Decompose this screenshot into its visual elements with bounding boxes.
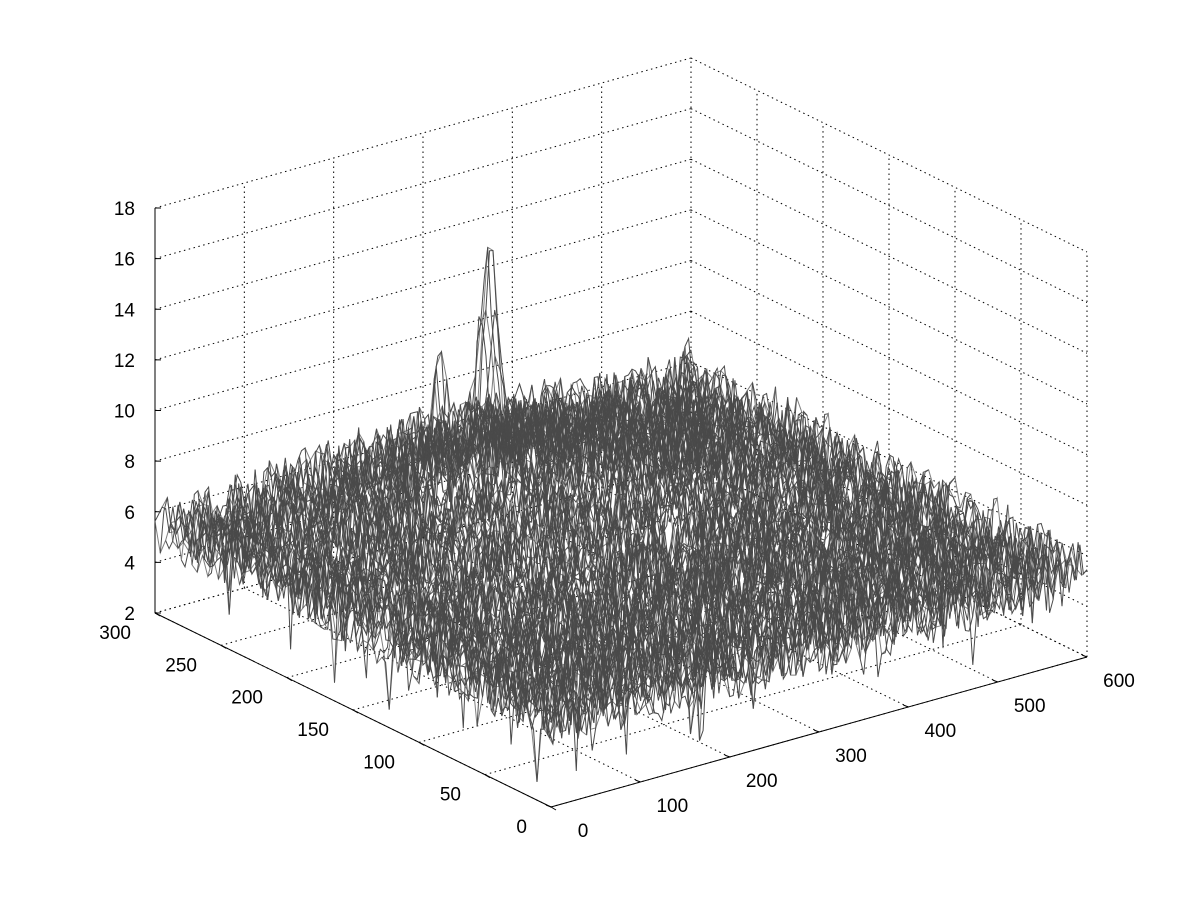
x-tick [992,679,998,683]
x-tick-label: 600 [1103,671,1135,692]
y-tick-label: 250 [165,655,197,676]
surface-column-line [290,458,688,699]
z-tick-label: 16 [114,250,135,271]
y-tick [484,774,491,779]
y-tick [220,644,227,649]
z-tick-label: 8 [124,452,135,473]
axis-layer [154,207,1088,811]
surface-column-line [397,246,795,674]
surface-column-line [547,386,945,637]
surface-column-line [511,394,909,635]
surface-column-line [211,504,609,733]
y-tick [418,741,425,746]
x-tick-label: 500 [1014,696,1046,717]
x-tick [545,804,552,808]
x-tick-label: 100 [656,796,688,817]
surface-column-line [326,444,723,689]
surface-column-line [240,482,638,730]
surface-column-line [483,393,881,629]
y-tick-label: 50 [440,785,461,806]
surface-row-line [545,542,1083,751]
surface-column-line [261,467,659,715]
surface-column-line [519,383,916,622]
surface-column-line [368,402,766,690]
surface-layer [154,246,1088,783]
surface-column-line [497,402,895,643]
surface-column-line [411,411,809,677]
surface-column-line [154,514,552,727]
grid-line-z-side-wall [690,209,1088,405]
surface-column-line [540,384,938,638]
x-tick-label: 300 [835,746,867,767]
surface-column-line [561,388,959,623]
surface-column-line [654,366,1052,593]
tick-label-layer: 0100200300400500600050100150200250300246… [99,199,1135,842]
surface-column-line [426,404,824,674]
grid-line-z-side-wall [690,310,1088,506]
surface-column-line [276,463,673,701]
y-tick-label: 200 [231,688,263,709]
surface-column-line [683,358,1081,624]
surface-column-line [197,489,595,739]
surface-column-line [304,447,702,735]
z-tick-label: 6 [124,503,135,524]
z-tick-label: 12 [114,351,135,372]
z-tick-label: 14 [114,300,136,321]
grid-line-z-back-wall [154,57,692,209]
surface-column-line [268,460,666,703]
surface-column-line [690,349,1088,588]
surface-column-line [190,504,588,736]
surface-column-line [590,380,988,618]
y-tick [286,677,293,682]
grid-line-z-side-wall [690,260,1088,455]
x-tick [1081,654,1088,658]
x-tick [724,754,730,758]
surface-row-line [508,522,1046,722]
grid-line-z-side-wall [690,57,1088,253]
y-tick-label: 300 [99,623,131,644]
grid-line-z-back-wall [154,108,692,260]
y-tick [352,709,359,714]
surface-row-line [323,422,861,652]
x-tick-label: 400 [924,721,956,742]
grid-line-z-side-wall [690,158,1088,354]
grid-line-x-floor [244,587,641,783]
surface-column-line [504,397,902,635]
z-tick-label: 2 [124,604,135,625]
y-tick-label: 0 [516,817,527,838]
x-tick [903,704,909,708]
grid-line-z-side-wall [690,108,1088,304]
x-tick [635,779,641,783]
x-tick-label: 0 [578,821,589,842]
surface-row-line [550,544,1088,739]
surface-row-line [529,543,1067,783]
surface-column-line [390,307,788,677]
x-tick-label: 200 [746,771,778,792]
surface-column-line [311,451,709,695]
z-tick-label: 4 [124,553,135,574]
x-tick [813,729,820,733]
z-tick-label: 10 [114,402,135,423]
z-tick-label: 18 [114,199,135,220]
surface-column-line [383,412,781,709]
y-tick [550,806,557,811]
surface-column-line [404,355,802,676]
surface-column-line [183,508,581,735]
y-tick-label: 100 [363,752,395,773]
surface-column-line [612,388,1009,609]
y-tick-label: 150 [297,720,329,741]
